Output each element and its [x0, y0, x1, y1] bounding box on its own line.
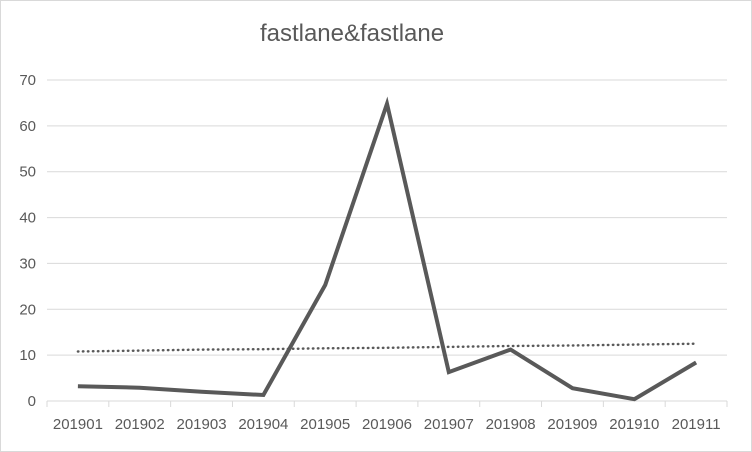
y-tick-label: 0: [28, 393, 36, 410]
x-tick-label: 201909: [547, 416, 597, 433]
x-tick-label: 201905: [300, 416, 350, 433]
x-tick-label: 201908: [486, 416, 536, 433]
y-tick-label: 20: [19, 301, 36, 318]
y-tick-label: 70: [19, 72, 36, 89]
series-line: [77, 96, 698, 402]
y-tick-label: 40: [19, 210, 36, 227]
x-tick-label: 201904: [238, 416, 288, 433]
x-tick-label: 201903: [177, 416, 227, 433]
x-tick-label: 201910: [609, 416, 659, 433]
x-tick-label: 201901: [53, 416, 103, 433]
x-tick-label: 201906: [362, 416, 412, 433]
chart-title: fastlane&fastlane: [259, 20, 445, 47]
x-tick-label: 201902: [115, 416, 165, 433]
trendline: [76, 342, 698, 353]
y-tick-label: 50: [19, 164, 36, 181]
x-tick-label: 201907: [424, 416, 474, 433]
x-tick-label: 201911: [672, 416, 721, 433]
y-tick-label: 30: [19, 255, 36, 272]
y-tick-label: 10: [19, 347, 36, 364]
y-tick-label: 60: [19, 118, 36, 135]
